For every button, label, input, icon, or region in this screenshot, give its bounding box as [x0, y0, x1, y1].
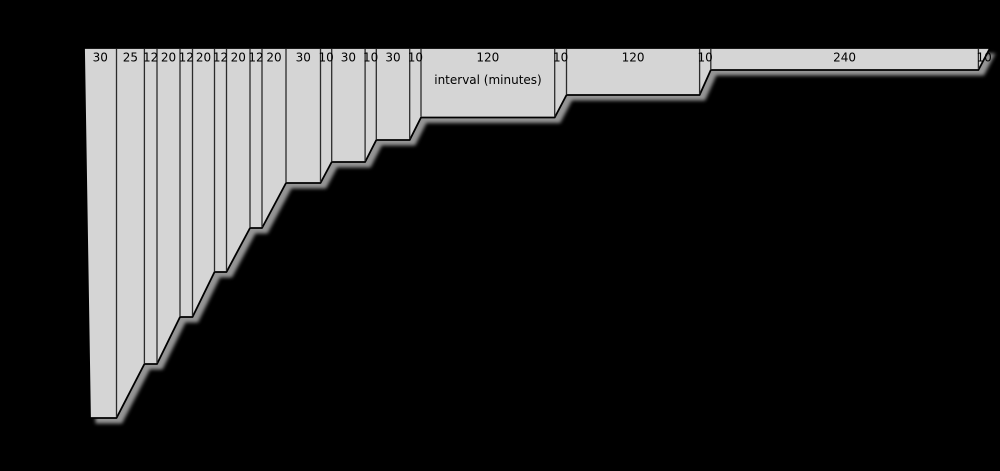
interval-label: 120	[476, 51, 499, 65]
interval-label: 12	[179, 51, 194, 65]
interval-label: 10	[363, 51, 378, 65]
schedule-area	[83, 47, 991, 419]
interval-label: 30	[385, 51, 400, 65]
interval-label: 20	[231, 51, 246, 65]
x-axis-annotation: interval (minutes)	[434, 73, 542, 87]
interval-label: 12	[143, 51, 158, 65]
interval-label: 12	[213, 51, 228, 65]
interval-label: 30	[93, 51, 108, 65]
interval-label: 20	[266, 51, 281, 65]
interval-label: 12	[248, 51, 263, 65]
interval-label: 10	[553, 51, 568, 65]
interval-label: 10	[318, 51, 333, 65]
interval-label: 30	[341, 51, 356, 65]
interval-label: 20	[161, 51, 176, 65]
interval-label: 240	[833, 51, 856, 65]
interval-label: 120	[622, 51, 645, 65]
interval-label: 20	[196, 51, 211, 65]
interval-label: 10	[698, 51, 713, 65]
interval-label: 10	[977, 51, 992, 65]
interval-label: 25	[123, 51, 138, 65]
interval-label: 10	[408, 51, 423, 65]
interval-label: 30	[296, 51, 311, 65]
